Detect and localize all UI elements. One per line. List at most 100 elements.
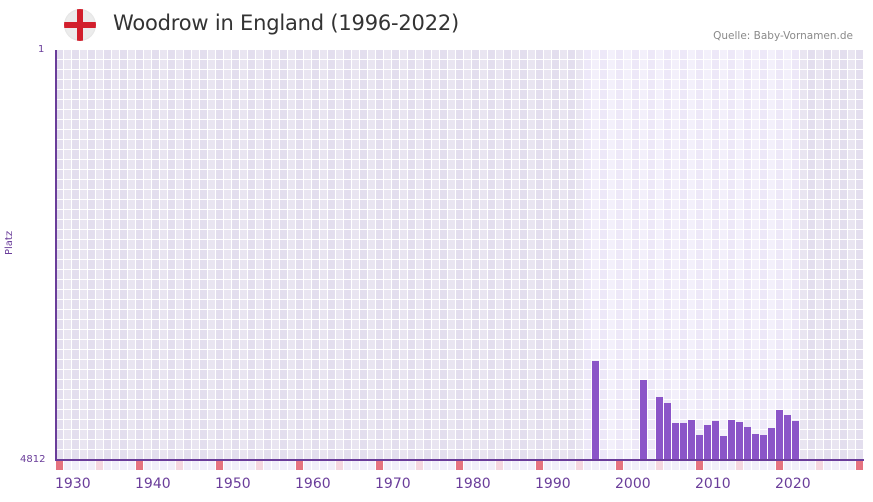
x-tick-label: 1960 (295, 476, 331, 492)
year-marker (736, 461, 743, 470)
bar-2016[interactable] (744, 426, 751, 460)
decade-marker (216, 461, 223, 470)
bar-2018[interactable] (760, 434, 767, 460)
bar-2019[interactable] (768, 427, 775, 460)
chart-header: Woodrow in England (1996-2022) Quelle: B… (0, 0, 873, 50)
grid-column (272, 50, 280, 460)
year-marker (752, 461, 759, 470)
grid-column (536, 50, 544, 460)
bar-2003[interactable] (640, 379, 647, 460)
grid-column (128, 50, 136, 460)
england-flag-icon (64, 9, 96, 41)
x-tick-label: 1940 (135, 476, 171, 492)
year-marker (248, 461, 255, 470)
grid-column (584, 50, 592, 460)
grid-column (776, 50, 784, 460)
year-marker (576, 461, 583, 470)
grid-column (464, 50, 472, 460)
year-marker (72, 461, 79, 470)
bar-2014[interactable] (728, 419, 735, 460)
bar-2010[interactable] (696, 434, 703, 460)
grid-column (808, 50, 816, 460)
decade-marker (136, 461, 143, 470)
year-marker (80, 461, 87, 470)
grid-column (528, 50, 536, 460)
year-marker (160, 461, 167, 470)
x-tick-label: 2000 (615, 476, 651, 492)
year-marker (640, 461, 647, 470)
grid-column (152, 50, 160, 460)
year-marker (728, 461, 735, 470)
year-marker (392, 461, 399, 470)
year-marker (96, 461, 103, 470)
bar-2017[interactable] (752, 433, 759, 460)
grid-column (560, 50, 568, 460)
grid-column (296, 50, 304, 460)
grid-column (72, 50, 80, 460)
decade-marker (376, 461, 383, 470)
year-marker (824, 461, 831, 470)
grid-column (240, 50, 248, 460)
year-marker (800, 461, 807, 470)
grid-column (624, 50, 632, 460)
grid-column (480, 50, 488, 460)
year-marker (568, 461, 575, 470)
year-marker (504, 461, 511, 470)
grid-column (168, 50, 176, 460)
bar-1997[interactable] (592, 360, 599, 460)
x-tick-label: 1980 (455, 476, 491, 492)
bar-2007[interactable] (672, 422, 679, 460)
y-axis-bottom-label: 4812 (20, 454, 46, 465)
decade-marker (616, 461, 623, 470)
year-marker (224, 461, 231, 470)
bar-2012[interactable] (712, 420, 719, 460)
grid-column (184, 50, 192, 460)
grid-column (136, 50, 144, 460)
grid-column (712, 50, 720, 460)
bar-2013[interactable] (720, 435, 727, 460)
bar-2015[interactable] (736, 421, 743, 460)
year-marker (312, 461, 319, 470)
grid-column (288, 50, 296, 460)
year-marker (480, 461, 487, 470)
grid-column (144, 50, 152, 460)
grid-column (672, 50, 680, 460)
bar-2021[interactable] (784, 414, 791, 460)
year-marker (672, 461, 679, 470)
grid-column (432, 50, 440, 460)
year-marker (336, 461, 343, 470)
year-marker (720, 461, 727, 470)
bar-2009[interactable] (688, 419, 695, 460)
bar-2011[interactable] (704, 424, 711, 460)
year-marker (688, 461, 695, 470)
grid-column (744, 50, 752, 460)
grid-column (120, 50, 128, 460)
grid-column (64, 50, 72, 460)
bar-2020[interactable] (776, 409, 783, 460)
year-marker (288, 461, 295, 470)
bar-2005[interactable] (656, 396, 663, 460)
grid-column (336, 50, 344, 460)
grid-column (96, 50, 104, 460)
y-axis-line (55, 50, 57, 461)
grid-column (600, 50, 608, 460)
year-marker (416, 461, 423, 470)
decade-marker (856, 461, 863, 470)
grid-column (784, 50, 792, 460)
x-tick-label: 1950 (215, 476, 251, 492)
grid-column (424, 50, 432, 460)
grid-column (256, 50, 264, 460)
grid-column (392, 50, 400, 460)
year-marker (64, 461, 71, 470)
bar-2008[interactable] (680, 422, 687, 460)
source-credit: Quelle: Baby-Vornamen.de (713, 30, 853, 42)
grid-column (648, 50, 656, 460)
grid-column (616, 50, 624, 460)
year-marker (816, 461, 823, 470)
bar-2006[interactable] (664, 402, 671, 460)
year-marker (384, 461, 391, 470)
bar-2022[interactable] (792, 420, 799, 460)
year-marker (544, 461, 551, 470)
decade-marker (536, 461, 543, 470)
grid-column (440, 50, 448, 460)
